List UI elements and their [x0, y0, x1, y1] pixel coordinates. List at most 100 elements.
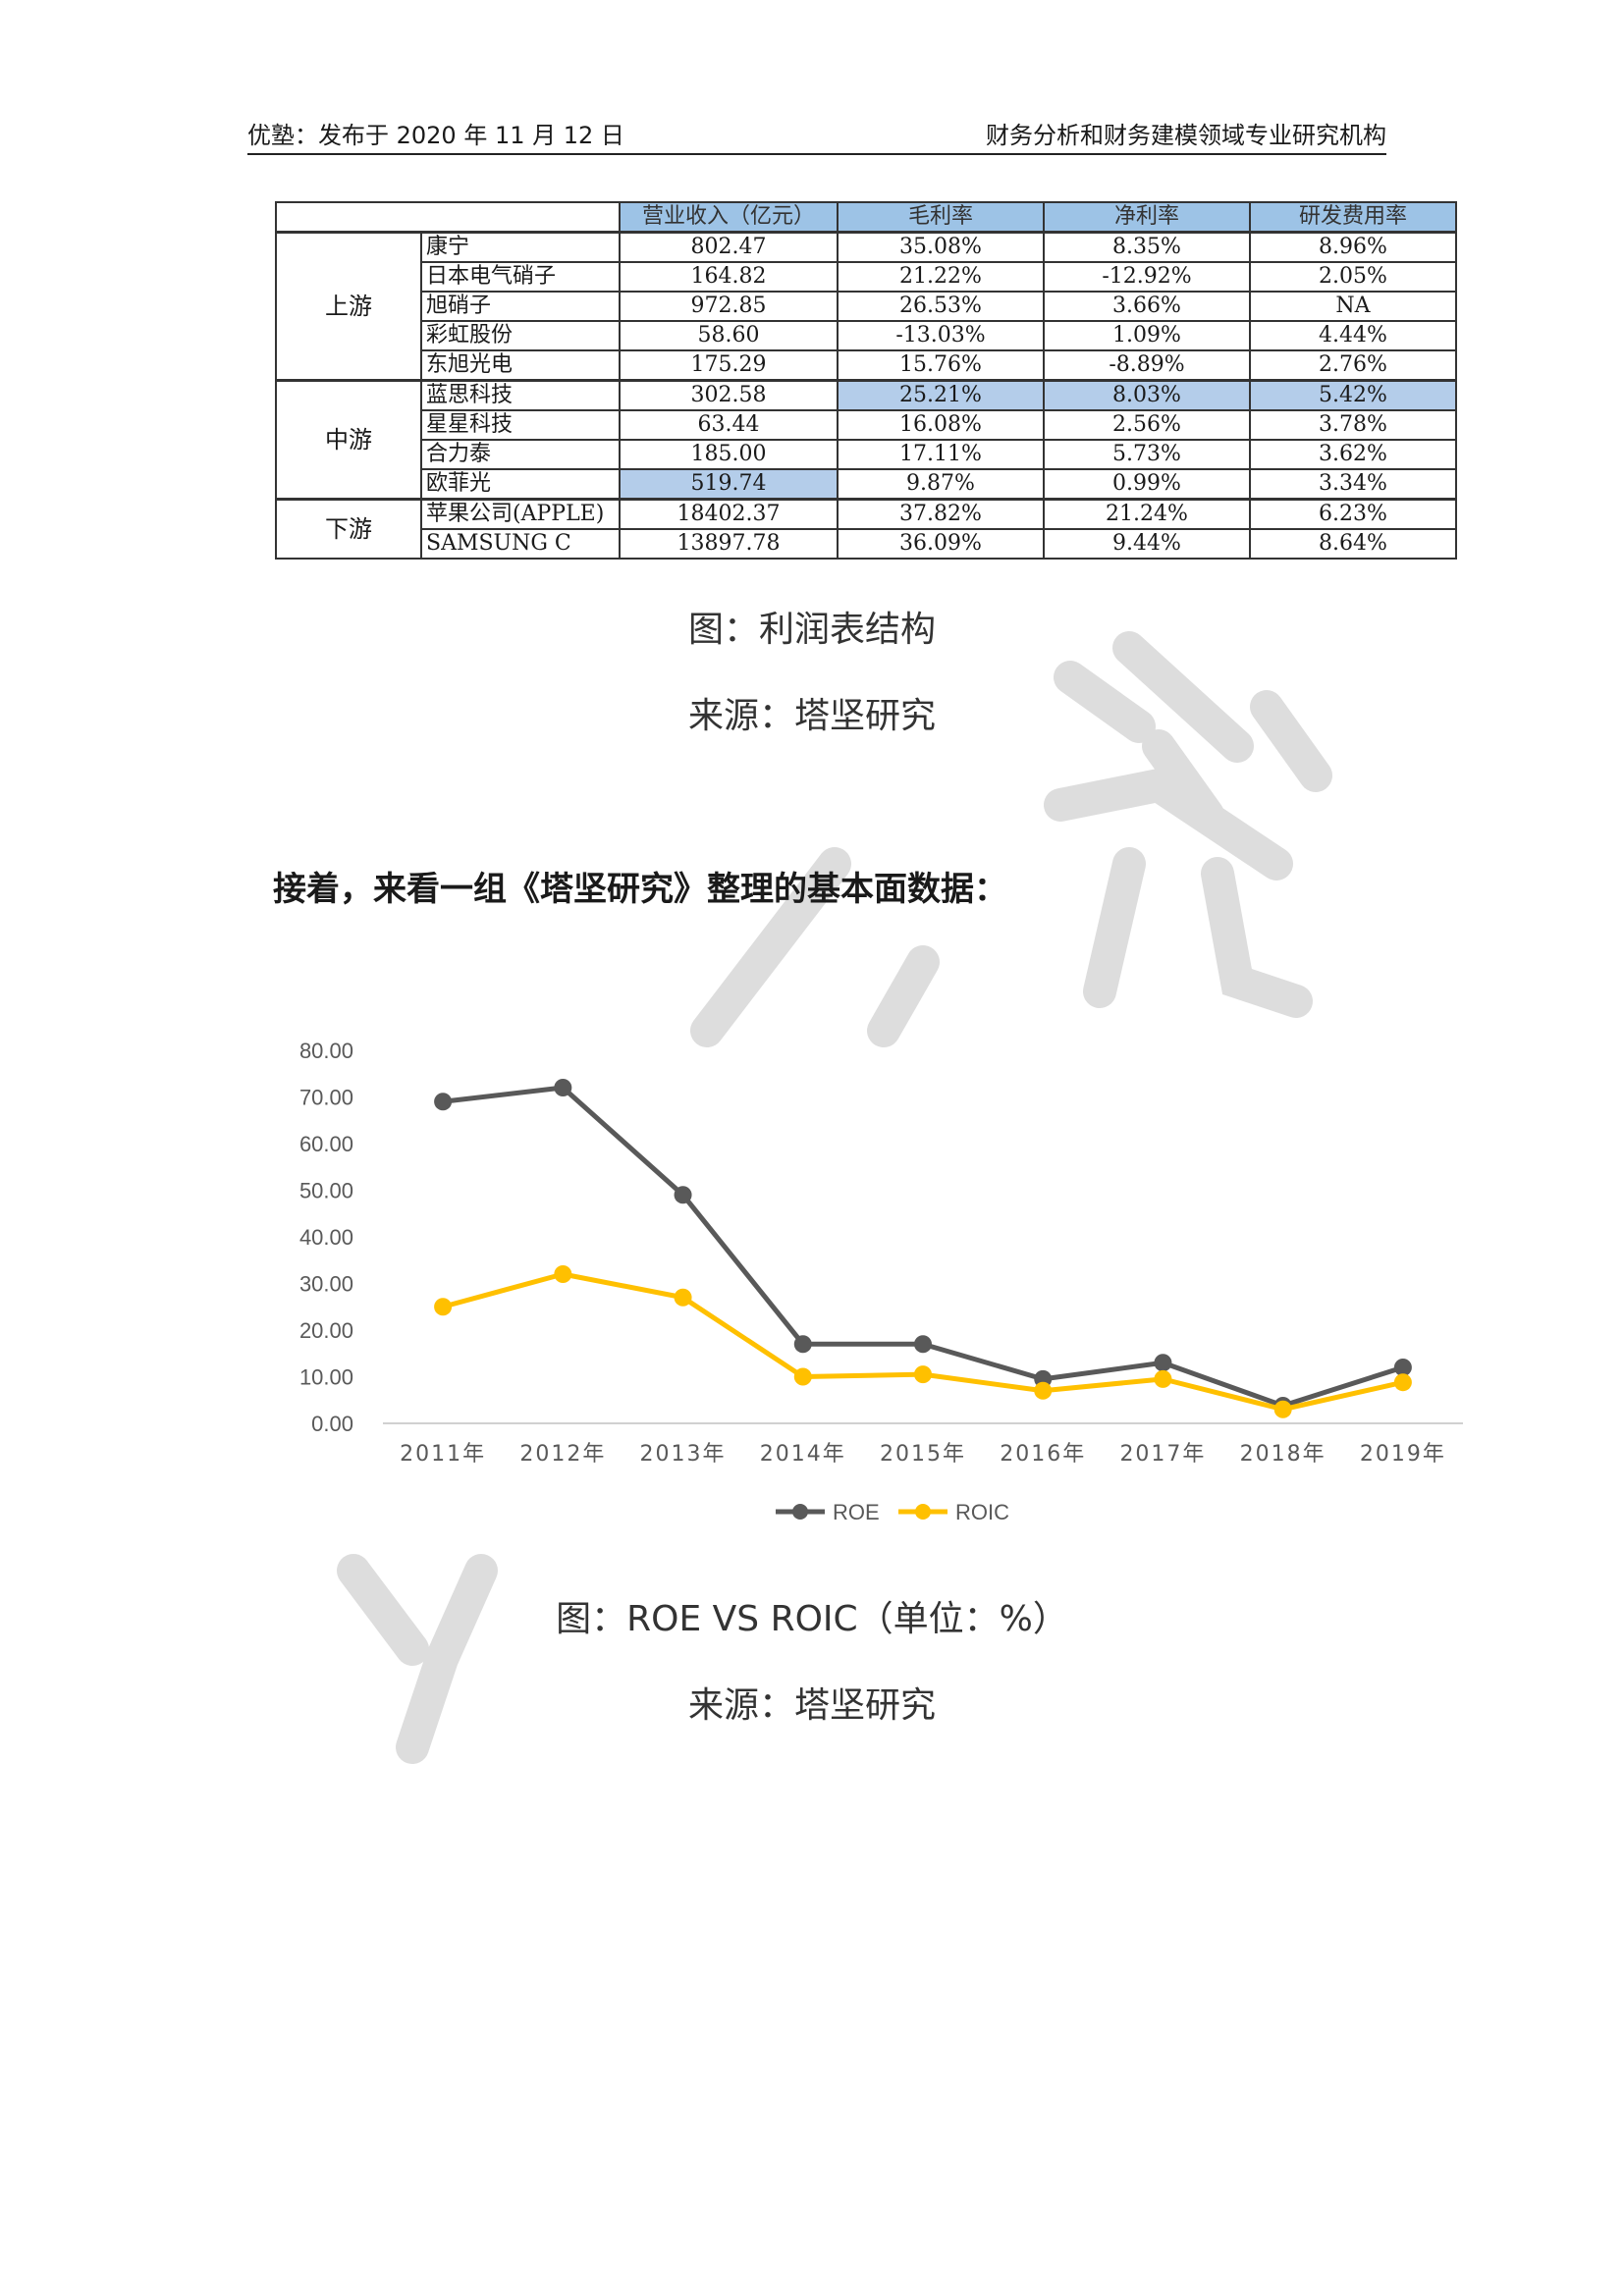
cell-rd: 4.44% [1249, 320, 1457, 351]
cell-company: 蓝思科技 [420, 379, 621, 411]
col-revenue-header: 营业收入（亿元） [619, 201, 839, 234]
data-point-roic [1154, 1369, 1172, 1388]
y-tick-label: 50.00 [299, 1179, 353, 1203]
data-point-roic [793, 1367, 812, 1386]
table-header-row: 营业收入（亿元） 毛利率 净利率 研发费用率 [275, 201, 1457, 234]
cell-revenue: 185.00 [619, 439, 839, 470]
cell-company: 欧菲光 [420, 468, 621, 501]
x-tick-label: 2012年 [519, 1442, 606, 1467]
legend-label-roe: ROE [833, 1500, 880, 1524]
data-point-roe [793, 1335, 812, 1354]
cell-revenue: 58.60 [619, 320, 839, 351]
cell-net: -12.92% [1043, 261, 1251, 293]
x-tick-label: 2013年 [640, 1442, 727, 1467]
cell-net: 3.66% [1043, 291, 1251, 322]
cell-company: 日本电气硝子 [420, 261, 621, 293]
cell-net: 8.03% [1043, 379, 1251, 411]
legend-marker-roic [915, 1504, 931, 1520]
table-row: 下游 苹果公司(APPLE) 18402.37 37.82% 21.24% 6.23% [275, 498, 1457, 560]
x-tick-label: 2011年 [400, 1442, 486, 1467]
data-point-roic [674, 1288, 692, 1307]
table-row: 日本电气硝子 164.82 21.22% -12.92% 2.05% [276, 261, 1457, 293]
col-rd-ratio-header: 研发费用率 [1249, 201, 1457, 234]
cell-revenue: 519.74 [619, 468, 839, 501]
cell-company: 苹果公司(APPLE) [420, 498, 621, 530]
cell-company: 星星科技 [420, 409, 621, 441]
table-caption: 图：利润表结构 [687, 610, 936, 650]
group-label: 上游 [275, 231, 422, 382]
cell-company: 康宁 [420, 231, 621, 263]
cell-gross: 16.08% [837, 409, 1045, 441]
cell-company: 合力泰 [420, 439, 621, 470]
x-tick-label: 2019年 [1360, 1442, 1446, 1467]
data-point-roic [434, 1298, 453, 1316]
cell-rd: 8.96% [1249, 231, 1457, 263]
x-tick-label: 2016年 [1000, 1442, 1086, 1467]
cell-gross: 17.11% [837, 439, 1045, 470]
legend-label-roic: ROIC [955, 1500, 1009, 1524]
cell-rd: 6.23% [1249, 498, 1457, 530]
cell-net: 9.44% [1043, 528, 1251, 560]
data-point-roe [674, 1186, 692, 1204]
profit-structure-table-wrap: 营业收入（亿元） 毛利率 净利率 研发费用率 上游 康宁 802.47 35.08% 8… [275, 201, 1457, 560]
y-tick-label: 30.00 [299, 1272, 353, 1297]
cell-company: 东旭光电 [420, 349, 621, 382]
roe-roic-line-chart: 0.00 10.00 20.00 30.00 40.00 50.00 60.00 70.00 8… [299, 1039, 1463, 1524]
cell-gross: 25.21% [837, 379, 1045, 411]
x-tick-label: 2014年 [760, 1442, 846, 1467]
y-tick-label: 0.00 [311, 1412, 353, 1436]
data-point-roic [1034, 1381, 1053, 1400]
cell-revenue: 63.44 [619, 409, 839, 441]
y-tick-label: 80.00 [299, 1039, 353, 1063]
table-row: 旭硝子 972.85 26.53% 3.66% NA [276, 291, 1457, 322]
y-tick-label: 10.00 [299, 1365, 353, 1390]
cell-revenue: 802.47 [619, 231, 839, 263]
y-tick-label: 40.00 [299, 1225, 353, 1250]
table-row: SAMSUNG C 13897.78 36.09% 9.44% 8.64% [276, 528, 1457, 560]
cell-revenue: 302.58 [619, 379, 839, 411]
group-label: 中游 [275, 379, 422, 501]
col-net-margin-header: 净利率 [1043, 201, 1251, 234]
series-line-roe [442, 1085, 1404, 1409]
group-label: 下游 [275, 498, 422, 560]
data-point-roic [554, 1265, 572, 1283]
profit-structure-table: 营业收入（亿元） 毛利率 净利率 研发费用率 上游 康宁 802.47 35.08% 8… [275, 201, 1457, 560]
cell-net: 0.99% [1043, 468, 1251, 501]
data-point-roe [554, 1079, 572, 1096]
table-row: 东旭光电 175.29 15.76% -8.89% 2.76% [276, 349, 1457, 382]
x-tick-label: 2018年 [1240, 1442, 1326, 1467]
cell-net: 8.35% [1043, 231, 1251, 263]
table-header-blank [275, 201, 621, 234]
cell-net: -8.89% [1043, 349, 1251, 382]
cell-revenue: 972.85 [619, 291, 839, 322]
cell-rd: 3.78% [1249, 409, 1457, 441]
data-point-roe [914, 1335, 932, 1354]
cell-gross: 37.82% [837, 498, 1045, 530]
page-header: 优塾：发布于 2020 年 11 月 12 日 财务分析和财务建模领域专业研究机… [247, 108, 1386, 155]
cell-net: 5.73% [1043, 439, 1251, 470]
chart-source: 来源：塔坚研究 [687, 1685, 936, 1726]
cell-net: 21.24% [1043, 498, 1251, 530]
x-tick-label: 2015年 [880, 1442, 966, 1467]
table-row: 彩虹股份 58.60 -13.03% 1.09% 4.44% [276, 320, 1457, 351]
cell-rd: 8.64% [1249, 528, 1457, 560]
cell-net: 2.56% [1043, 409, 1251, 441]
header-publish-date: 优塾：发布于 2020 年 11 月 12 日 [247, 122, 624, 149]
table-row: 星星科技 63.44 16.08% 2.56% 3.78% [276, 409, 1457, 441]
lead-paragraph: 接着，来看一组《塔坚研究》整理的基本面数据： [273, 870, 1007, 909]
data-point-roe [434, 1093, 453, 1111]
cell-net: 1.09% [1043, 320, 1251, 351]
cell-gross: -13.03% [837, 320, 1045, 351]
cell-rd: 5.42% [1249, 379, 1457, 411]
x-tick-label: 2017年 [1119, 1442, 1206, 1467]
y-tick-label: 70.00 [299, 1086, 353, 1110]
table-row: 中游 蓝思科技 302.58 25.21% 8.03% 5.42% [275, 379, 1457, 501]
legend-marker-roe [792, 1504, 808, 1520]
data-point-roic [914, 1365, 932, 1384]
y-tick-label: 20.00 [299, 1318, 353, 1343]
cell-rd: 3.34% [1249, 468, 1457, 501]
data-point-roic [1393, 1373, 1412, 1392]
cell-company: 旭硝子 [420, 291, 621, 322]
cell-revenue: 164.82 [619, 261, 839, 293]
cell-rd: NA [1249, 291, 1457, 322]
